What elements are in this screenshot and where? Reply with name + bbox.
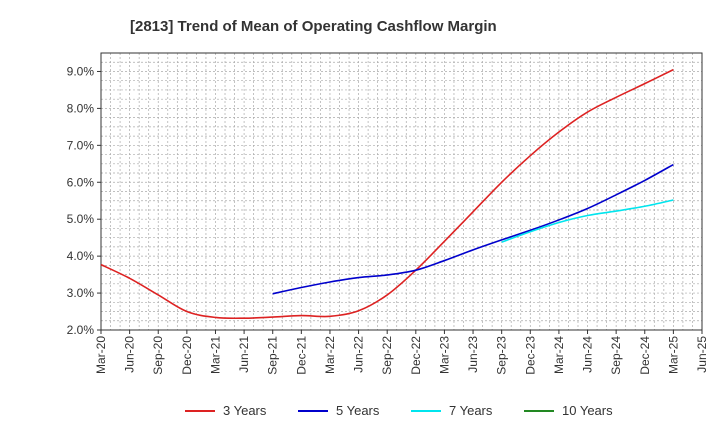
legend-item-7-years: 7 Years <box>411 403 493 418</box>
y-tick-label: 8.0% <box>67 101 95 115</box>
x-tick-label: Dec-22 <box>409 336 423 375</box>
legend-label: 10 Years <box>562 403 613 418</box>
x-tick-label: Dec-23 <box>523 336 537 375</box>
series-line-5-years <box>272 163 674 295</box>
x-tick-label: Jun-24 <box>581 336 595 373</box>
x-tick-label: Jun-22 <box>352 336 366 373</box>
plot-frame <box>100 52 703 331</box>
x-tick-label: Sep-21 <box>266 336 280 375</box>
x-tick-label: Sep-22 <box>380 336 394 375</box>
x-tick-label: Mar-24 <box>552 336 566 374</box>
chart-title: [2813] Trend of Mean of Operating Cashfl… <box>130 18 497 35</box>
x-tick-label: Jun-23 <box>466 336 480 373</box>
series-line-7-years <box>501 199 674 243</box>
x-tick-label: Sep-20 <box>151 336 165 375</box>
x-tick-label: Mar-22 <box>323 336 337 374</box>
y-tick-label: 4.0% <box>67 249 95 263</box>
x-tick-label: Mar-21 <box>208 336 222 374</box>
x-tick-label: Jun-25 <box>695 336 709 373</box>
legend-item-5-years: 5 Years <box>298 403 380 418</box>
x-tick-label: Jun-21 <box>237 336 251 373</box>
x-tick-label: Dec-20 <box>180 336 194 375</box>
y-tick-label: 2.0% <box>67 323 95 337</box>
legend-label: 3 Years <box>223 403 267 418</box>
x-tick-label: Dec-21 <box>294 336 308 375</box>
y-tick-label: 7.0% <box>67 138 95 152</box>
series-line-3-years <box>100 68 674 320</box>
x-tick-label: Sep-24 <box>609 336 623 375</box>
x-tick-label: Sep-23 <box>495 336 509 375</box>
x-tick-label: Mar-25 <box>666 336 680 374</box>
axis-layer: 2.0% 3.0% 4.0% 5.0% 6.0% 7.0% 8.0% 9.0% Mar-20 Ju… <box>67 52 709 375</box>
y-tick-label: 6.0% <box>67 175 95 189</box>
x-tick-label: Jun-20 <box>123 336 137 373</box>
x-tick-label: Mar-20 <box>94 336 108 374</box>
legend-label: 7 Years <box>449 403 493 418</box>
series-layer <box>100 68 674 320</box>
legend: 3 Years 5 Years 7 Years 10 Years <box>185 403 613 418</box>
y-tick-label: 5.0% <box>67 212 95 226</box>
grid-layer <box>101 52 702 330</box>
legend-item-3-years: 3 Years <box>185 403 267 418</box>
x-tick-label: Mar-23 <box>437 336 451 374</box>
y-tick-label: 3.0% <box>67 286 95 300</box>
legend-item-10-years: 10 Years <box>524 403 613 418</box>
x-tick-label: Dec-24 <box>638 336 652 375</box>
y-tick-label: 9.0% <box>67 64 95 78</box>
legend-label: 5 Years <box>336 403 380 418</box>
